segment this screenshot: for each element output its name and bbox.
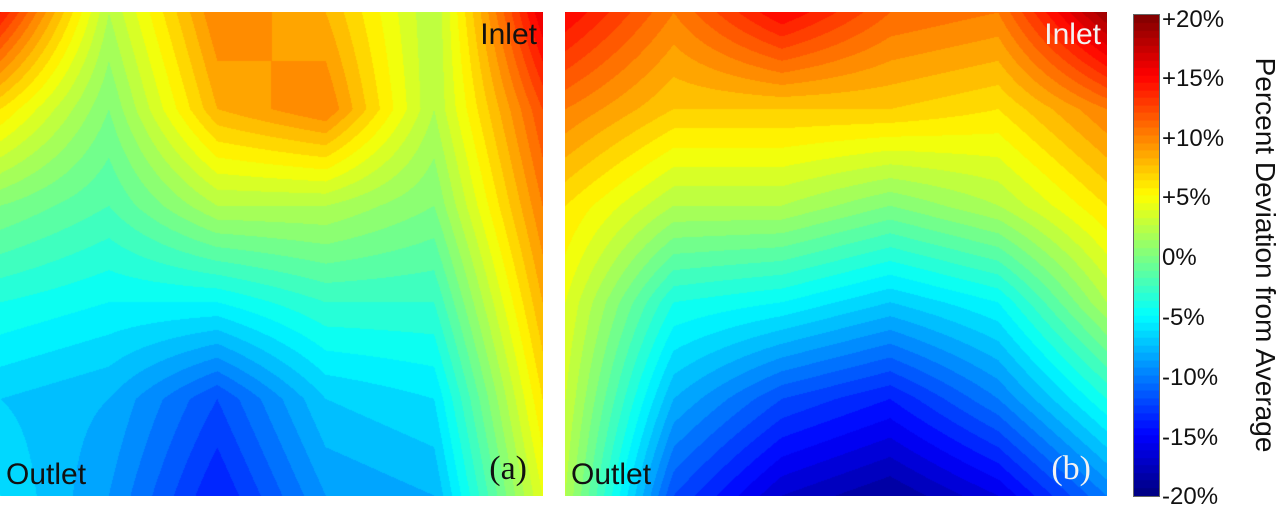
contour-plot-a bbox=[0, 12, 543, 496]
inlet-label-a: Inlet bbox=[480, 18, 537, 51]
colorbar-tick: +5% bbox=[1162, 184, 1211, 211]
colorbar-tick: +10% bbox=[1162, 125, 1225, 152]
colorbar-tick: -10% bbox=[1162, 364, 1219, 391]
panel-tag-a: (a) bbox=[489, 450, 527, 487]
inlet-label-b: Inlet bbox=[1044, 18, 1101, 51]
contour-panel-a: Inlet Outlet (a) bbox=[0, 12, 543, 496]
contour-panel-b: Inlet Outlet (b) bbox=[565, 12, 1107, 496]
colorbar-tick: +20% bbox=[1162, 6, 1225, 33]
colorbar-tick: +15% bbox=[1162, 65, 1225, 92]
colorbar-tick: 0% bbox=[1162, 244, 1197, 271]
colorbar-label: Percent Deviation from Average bbox=[1250, 57, 1280, 453]
colorbar bbox=[1133, 14, 1160, 497]
outlet-label-a: Outlet bbox=[6, 458, 87, 491]
colorbar-tick: -5% bbox=[1162, 304, 1205, 331]
colorbar-tick: -15% bbox=[1162, 424, 1219, 451]
colorbar-tick: -20% bbox=[1162, 483, 1219, 510]
colorbar-gradient bbox=[1134, 15, 1159, 496]
outlet-label-b: Outlet bbox=[571, 458, 652, 491]
panel-tag-b: (b) bbox=[1051, 450, 1091, 487]
contour-plot-b bbox=[565, 12, 1107, 496]
